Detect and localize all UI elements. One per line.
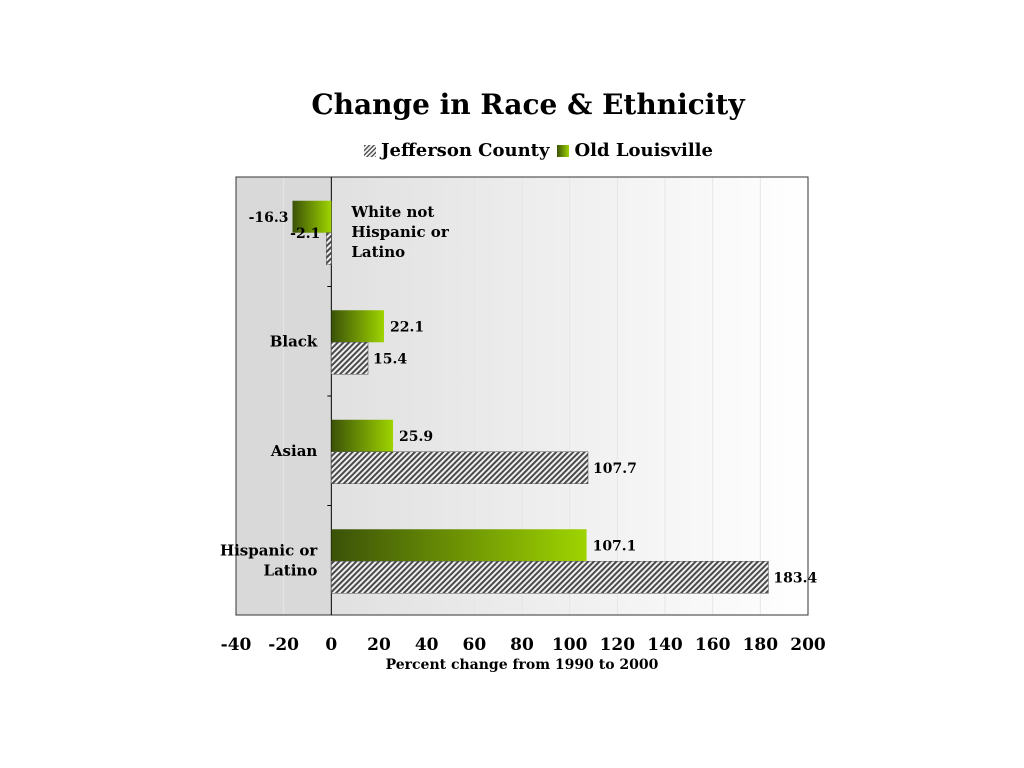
x-tick-label: 120 [600, 635, 636, 655]
chart-title: Change in Race & Ethnicity [311, 88, 745, 121]
bar-jefferson-county [331, 451, 589, 484]
data-label-jefferson-county: 183.4 [773, 570, 817, 586]
legend-swatch-green [557, 144, 570, 157]
legend-label-jefferson-county: Jefferson County [381, 140, 550, 161]
category-label: Latino [264, 561, 318, 579]
x-tick-label: -40 [221, 635, 252, 655]
x-tick-label: 100 [552, 635, 588, 655]
category-label: Asian [270, 442, 318, 460]
data-label-jefferson-county: 107.7 [593, 461, 637, 477]
category-label: Hispanic or [351, 223, 449, 241]
bar-old-louisville [331, 310, 385, 343]
data-label-old-louisville: 107.1 [593, 538, 637, 554]
x-tick-label: -20 [268, 635, 299, 655]
x-tick-label: 20 [367, 635, 391, 655]
category-label: Black [270, 332, 318, 350]
category-label: Latino [351, 243, 405, 261]
bar-old-louisville [292, 200, 332, 233]
x-axis-label: Percent change from 1990 to 2000 [386, 657, 659, 673]
category-label: White not [350, 203, 434, 221]
x-tick-label: 80 [510, 635, 534, 655]
bar-jefferson-county [331, 561, 769, 594]
x-tick-label: 40 [415, 635, 439, 655]
x-tick-label: 0 [325, 635, 337, 655]
x-tick-label: 60 [462, 635, 486, 655]
data-label-old-louisville: -16.3 [249, 210, 289, 226]
plot-border [235, 176, 809, 616]
data-label-old-louisville: 25.9 [399, 429, 433, 445]
legend-item-jefferson-county: Jefferson County [364, 140, 549, 161]
x-tick-label: 160 [695, 635, 731, 655]
chart-legend: Jefferson County Old Louisville [364, 140, 721, 161]
bar-jefferson-county [331, 342, 369, 375]
x-tick-label: 180 [743, 635, 779, 655]
legend-item-old-louisville: Old Louisville [557, 140, 713, 161]
data-label-jefferson-county: -2.1 [290, 226, 320, 242]
category-label: Hispanic or [220, 541, 318, 559]
data-label-old-louisville: 22.1 [390, 319, 424, 335]
bar-old-louisville [331, 529, 587, 562]
x-tick-label: 200 [790, 635, 826, 655]
bar-jefferson-county [326, 232, 332, 265]
x-tick-label: 140 [647, 635, 683, 655]
bar-old-louisville [331, 419, 394, 452]
data-label-jefferson-county: 15.4 [373, 351, 407, 367]
legend-swatch-hatched [364, 144, 376, 157]
legend-label-old-louisville: Old Louisville [574, 140, 713, 161]
